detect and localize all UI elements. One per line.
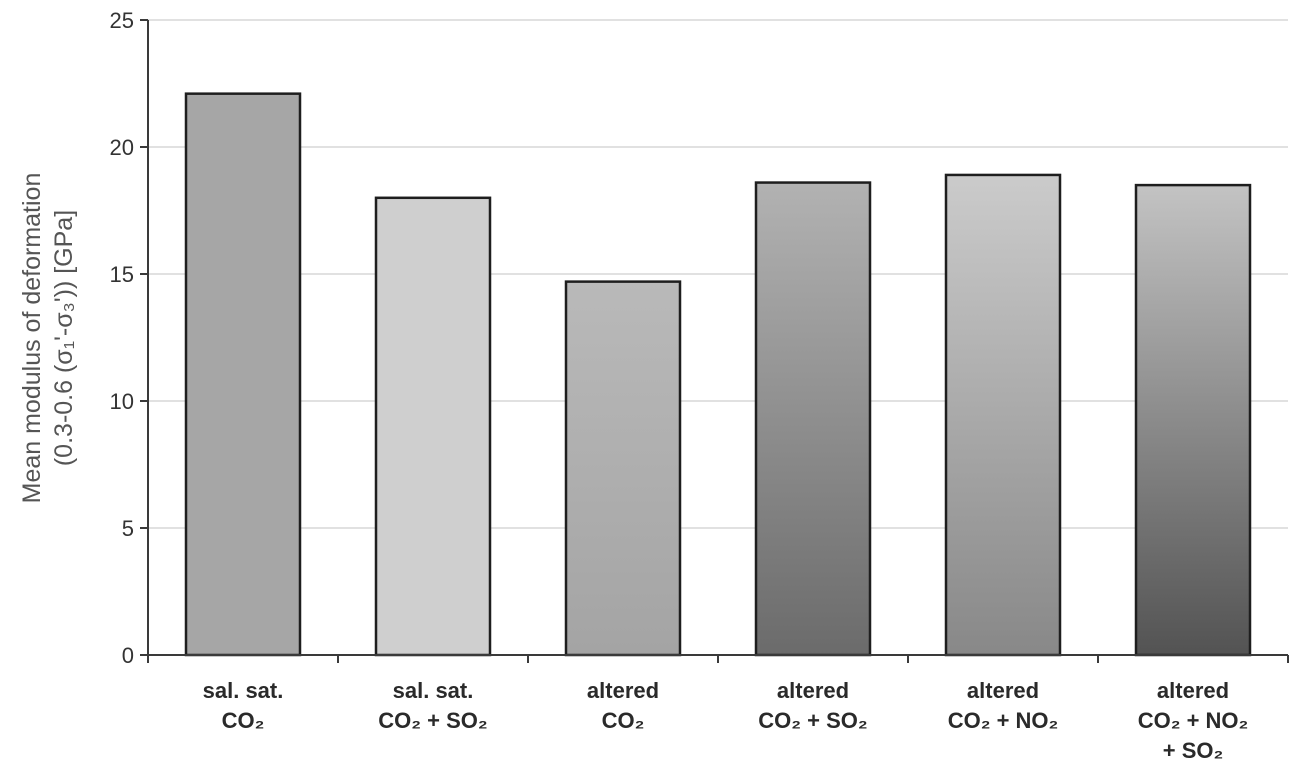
y-axis-ticks: 0 5 10 15 20 25 [110, 8, 148, 668]
bar [1134, 183, 1252, 657]
x-axis-category-labels: sal. sat. CO₂ sal. sat. CO₂ + SO₂ altered CO₂… [203, 678, 1249, 763]
bar [564, 280, 682, 657]
bar [374, 196, 492, 657]
y-tick-label: 10 [110, 389, 134, 414]
gridlines [148, 19, 1288, 529]
bars [184, 92, 1252, 657]
y-tick-label: 0 [122, 643, 134, 668]
x-category-label: sal. sat. CO₂ + SO₂ [378, 678, 487, 733]
bar [754, 181, 872, 657]
y-axis-title-line: (0.3-0.6 (σ₁'-σ₃')) [GPa] [50, 210, 78, 466]
x-category-label-line: altered [777, 678, 849, 703]
x-category-label-line: altered [1157, 678, 1229, 703]
y-axis-title-line: Mean modulus of deformation [18, 173, 46, 504]
x-category-label-line: sal. sat. [203, 678, 284, 703]
axes [147, 20, 1289, 663]
x-category-label-line: CO₂ + NO₂ [948, 708, 1059, 733]
y-tick-label: 15 [110, 262, 134, 287]
x-category-label-line: altered [587, 678, 659, 703]
y-tick-label: 25 [110, 8, 134, 33]
x-category-label-line: CO₂ + NO₂ [1138, 708, 1249, 733]
x-category-label-line: CO₂ + SO₂ [378, 708, 487, 733]
x-category-label: altered CO₂ + NO₂ + SO₂ [1138, 678, 1249, 763]
x-category-label: altered CO₂ [587, 678, 659, 733]
x-category-label-line: + SO₂ [1163, 738, 1224, 763]
bar [944, 173, 1062, 657]
x-category-label: sal. sat. CO₂ [203, 678, 284, 733]
y-axis-title-text: Mean modulus of deformation (0.3-0.6 (σ₁'… [18, 173, 78, 504]
x-category-label: altered CO₂ + SO₂ [758, 678, 867, 733]
x-category-label-line: CO₂ [602, 708, 645, 733]
y-tick-label: 20 [110, 135, 134, 160]
x-category-label-line: sal. sat. [393, 678, 474, 703]
y-tick-label: 5 [122, 516, 134, 541]
y-axis-title: Mean modulus of deformation (0.3-0.6 (σ₁'… [18, 173, 78, 504]
x-category-label-line: CO₂ [222, 708, 265, 733]
x-category-label: altered CO₂ + NO₂ [948, 678, 1059, 733]
bar [184, 92, 302, 657]
x-category-label-line: altered [967, 678, 1039, 703]
x-category-label-line: CO₂ + SO₂ [758, 708, 867, 733]
